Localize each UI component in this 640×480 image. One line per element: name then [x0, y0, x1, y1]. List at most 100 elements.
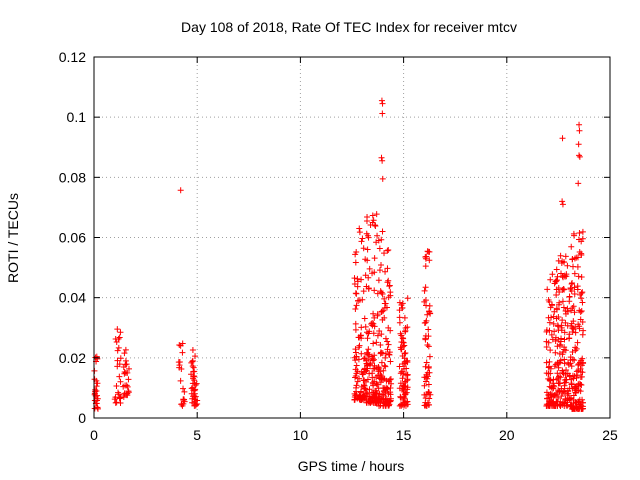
data-point	[123, 361, 130, 368]
data-point	[396, 385, 403, 392]
data-point	[380, 307, 387, 314]
data-point	[575, 321, 582, 328]
data-point	[558, 322, 565, 329]
data-point	[382, 354, 389, 361]
data-point	[114, 347, 121, 354]
data-point	[374, 232, 381, 239]
data-point	[544, 286, 551, 293]
data-point	[566, 331, 573, 338]
data-point	[378, 331, 385, 338]
data-point	[93, 353, 100, 360]
data-point	[425, 248, 432, 255]
data-point	[576, 396, 583, 403]
data-point	[567, 360, 574, 367]
data-point	[364, 232, 371, 239]
data-point	[401, 355, 408, 362]
data-point	[546, 319, 553, 326]
data-point	[188, 390, 195, 397]
data-point	[579, 289, 586, 296]
data-point	[356, 225, 363, 232]
data-point	[570, 303, 577, 310]
data-point	[176, 342, 183, 349]
data-point	[117, 329, 124, 336]
data-point	[576, 229, 583, 236]
data-point	[179, 349, 186, 356]
y-tick-label: 0.04	[59, 290, 86, 306]
data-point	[571, 284, 578, 291]
data-point	[352, 374, 359, 381]
data-point	[93, 400, 100, 407]
data-point	[123, 382, 130, 389]
data-point	[559, 286, 566, 293]
data-point	[578, 274, 585, 281]
x-tick-label: 5	[193, 427, 201, 443]
data-point	[360, 377, 367, 384]
data-point	[543, 359, 550, 366]
data-point	[578, 373, 585, 380]
data-point	[364, 390, 371, 397]
data-point	[370, 399, 377, 406]
data-point	[379, 157, 386, 164]
data-point	[122, 357, 129, 364]
data-point	[114, 357, 121, 364]
data-point	[377, 342, 384, 349]
data-point	[427, 391, 434, 398]
data-point	[379, 290, 386, 297]
data-point	[560, 274, 567, 281]
data-point	[551, 383, 558, 390]
data-point	[180, 385, 187, 392]
x-tick-label: 15	[396, 427, 412, 443]
data-point	[381, 385, 388, 392]
data-point	[547, 276, 554, 283]
data-point	[551, 363, 558, 370]
data-point	[376, 327, 383, 334]
data-point	[554, 273, 561, 280]
data-point	[572, 390, 579, 397]
data-point	[382, 335, 389, 342]
data-point	[423, 317, 430, 324]
data-point	[575, 273, 582, 280]
data-point	[384, 247, 391, 254]
data-point	[397, 330, 404, 337]
data-point	[399, 300, 406, 307]
data-point	[125, 389, 132, 396]
data-point	[373, 211, 380, 218]
x-tick-label: 0	[90, 427, 98, 443]
x-tick-label: 10	[293, 427, 309, 443]
data-point	[356, 375, 363, 382]
data-point	[396, 363, 403, 370]
data-point	[358, 276, 365, 283]
data-point	[387, 358, 394, 365]
data-point	[571, 309, 578, 316]
data-point	[386, 351, 393, 358]
data-point	[568, 243, 575, 250]
data-point	[125, 365, 132, 372]
data-point	[403, 365, 410, 372]
data-point	[116, 395, 123, 402]
data-point	[121, 370, 128, 377]
data-point	[575, 381, 582, 388]
x-axis-label: GPS time / hours	[298, 458, 405, 474]
data-point	[115, 391, 122, 398]
data-point	[379, 391, 386, 398]
data-point	[385, 277, 392, 284]
data-point	[374, 389, 381, 396]
data-point	[579, 399, 586, 406]
data-point	[355, 298, 362, 305]
data-point	[365, 351, 372, 358]
data-point	[191, 398, 198, 405]
grid-lines	[94, 57, 610, 418]
data-point	[382, 350, 389, 357]
data-point	[370, 330, 377, 337]
data-point	[552, 337, 559, 344]
data-point	[356, 229, 363, 236]
data-point	[572, 387, 579, 394]
data-point	[571, 290, 578, 297]
axis-ticks: 0 5 10 15 20 25 0 0.02 0.04 0.06 0.08 0.1 0.12	[59, 49, 618, 443]
data-point	[353, 382, 360, 389]
data-point	[358, 238, 365, 245]
data-point	[380, 367, 387, 374]
data-point	[117, 394, 124, 401]
data-point	[396, 299, 403, 306]
